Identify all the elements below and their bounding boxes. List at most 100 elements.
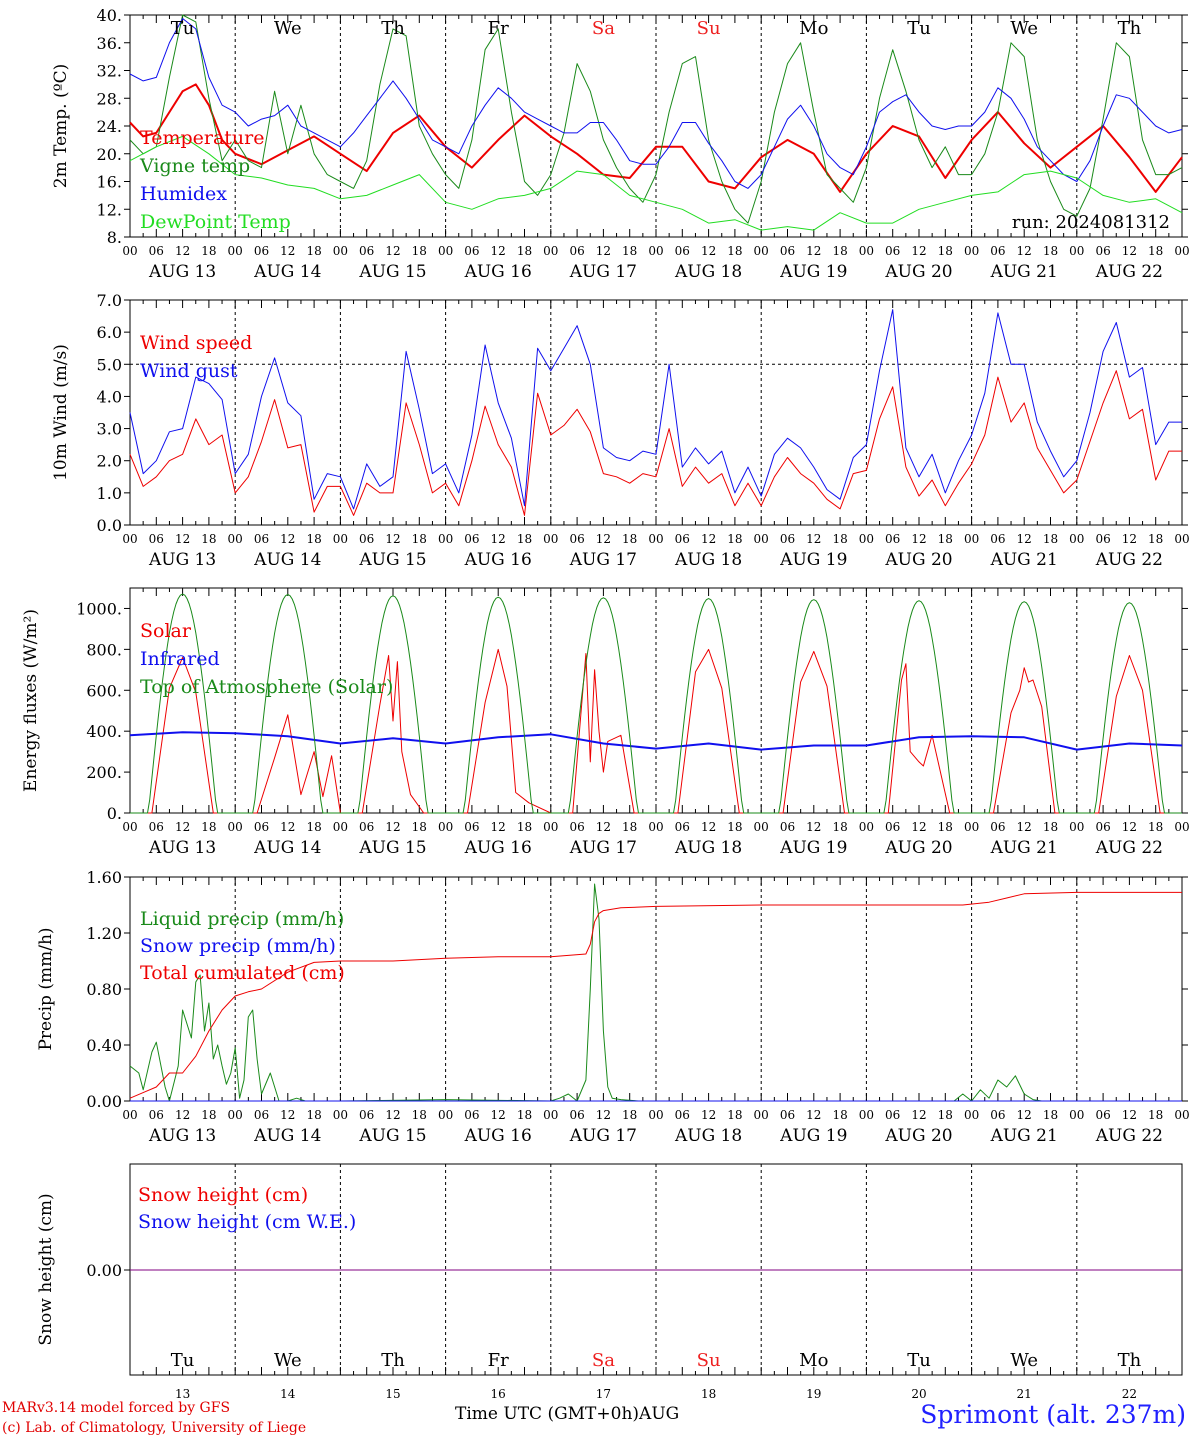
hour-tick-label: 06 <box>675 532 690 546</box>
hour-tick-label: 00 <box>543 1108 558 1122</box>
date-tick-label: AUG 15 <box>358 262 426 282</box>
weekday-label: We <box>1010 1350 1038 1371</box>
hour-tick-label: 12 <box>280 532 295 546</box>
hour-tick-label: 12 <box>1017 244 1032 258</box>
hour-tick-label: 00 <box>438 244 453 258</box>
hour-tick-label: 06 <box>149 820 164 834</box>
hour-tick-label: 00 <box>859 820 874 834</box>
hour-tick-label: 12 <box>385 532 400 546</box>
y-tick-label: 1.0 <box>97 484 122 503</box>
y-tick-label: 8. <box>107 228 122 247</box>
day-number-label: 22 <box>1122 1387 1137 1401</box>
y-tick-label: 1.60 <box>86 868 122 887</box>
y-tick-label: 5.0 <box>97 355 122 374</box>
hour-tick-label: 18 <box>1043 532 1058 546</box>
copyright-credit: (c) Lab. of Climatology, University of L… <box>2 1420 307 1436</box>
y-tick-label: 20. <box>97 145 122 164</box>
panel-1 <box>124 14 1188 238</box>
legend-entry: Snow precip (mm/h) <box>140 935 336 957</box>
y-tick-label: 3.0 <box>97 420 122 439</box>
hour-tick-label: 00 <box>1174 532 1189 546</box>
hour-tick-label: 18 <box>201 820 216 834</box>
weekday-label: We <box>1010 18 1038 39</box>
date-tick-label: AUG 19 <box>779 550 847 570</box>
y-tick-label: 4.0 <box>97 387 122 406</box>
day-number-label: 18 <box>701 1387 716 1401</box>
y-tick-label: 0.00 <box>86 1092 122 1111</box>
hour-tick-label: 06 <box>990 1108 1005 1122</box>
date-tick-label: AUG 20 <box>884 262 952 282</box>
hour-tick-label: 06 <box>675 820 690 834</box>
hour-tick-label: 00 <box>543 244 558 258</box>
x-axis-month: AUG <box>639 1404 680 1424</box>
weekday-label: Tu <box>907 18 931 39</box>
legend-entry: Temperature <box>140 127 264 149</box>
hour-tick-label: 06 <box>464 532 479 546</box>
hour-tick-label: 12 <box>175 820 190 834</box>
hour-tick-label: 12 <box>911 532 926 546</box>
date-tick-label: AUG 20 <box>884 550 952 570</box>
hour-tick-label: 00 <box>754 244 769 258</box>
hour-tick-label: 12 <box>1017 532 1032 546</box>
hour-tick-label: 18 <box>306 532 321 546</box>
hour-tick-label: 18 <box>832 244 847 258</box>
hour-tick-label: 00 <box>648 532 663 546</box>
weekday-label: Sa <box>592 18 615 39</box>
hour-tick-label: 18 <box>201 532 216 546</box>
series-line-wind-speed <box>129 370 1182 516</box>
hour-tick-label: 12 <box>701 820 716 834</box>
date-tick-label: AUG 21 <box>990 838 1058 858</box>
y-axis-label: Energy fluxes (W/m²) <box>21 609 41 792</box>
legend-entry: Total cumulated (cm) <box>140 962 345 984</box>
hour-tick-label: 18 <box>622 1108 637 1122</box>
hour-tick-label: 12 <box>806 244 821 258</box>
hour-tick-label: 00 <box>1069 820 1084 834</box>
hour-tick-label: 18 <box>832 532 847 546</box>
hour-tick-label: 18 <box>1043 1108 1058 1122</box>
y-tick-label: 0.00 <box>86 1261 122 1280</box>
hour-tick-label: 18 <box>1148 820 1163 834</box>
y-tick-label: 6.0 <box>97 323 122 342</box>
date-tick-label: AUG 14 <box>253 262 321 282</box>
date-tick-label: AUG 21 <box>990 262 1058 282</box>
hour-tick-label: 12 <box>280 244 295 258</box>
hour-tick-label: 00 <box>122 532 137 546</box>
hour-tick-label: 06 <box>675 1108 690 1122</box>
hour-tick-label: 06 <box>464 820 479 834</box>
y-tick-label: 0.0 <box>97 516 122 535</box>
weekday-label: Tu <box>907 1350 931 1371</box>
hour-tick-label: 18 <box>938 244 953 258</box>
hour-tick-label: 00 <box>1069 1108 1084 1122</box>
hour-tick-label: 12 <box>806 532 821 546</box>
weekday-label: Th <box>381 1350 405 1371</box>
hour-tick-label: 00 <box>1174 244 1189 258</box>
y-tick-label: 1000. <box>76 599 122 618</box>
series-line-vigne-temp <box>129 14 1183 224</box>
date-tick-label: AUG 19 <box>779 1126 847 1146</box>
hour-tick-label: 12 <box>491 1108 506 1122</box>
day-number-label: 19 <box>806 1387 821 1401</box>
hour-tick-label: 06 <box>885 1108 900 1122</box>
date-tick-label: AUG 15 <box>358 838 426 858</box>
date-tick-label: AUG 18 <box>674 550 742 570</box>
hour-tick-label: 00 <box>228 820 243 834</box>
hour-tick-label: 00 <box>543 532 558 546</box>
hour-tick-label: 12 <box>911 244 926 258</box>
y-tick-label: 600. <box>86 681 122 700</box>
legend-entry: Wind speed <box>140 332 252 354</box>
weekday-label: Su <box>697 1350 721 1371</box>
hour-tick-label: 00 <box>333 532 348 546</box>
series-line-solar <box>130 648 1182 814</box>
day-number-label: 14 <box>280 1387 296 1401</box>
hour-tick-label: 06 <box>254 244 269 258</box>
hour-tick-label: 00 <box>964 244 979 258</box>
hour-tick-label: 12 <box>175 532 190 546</box>
hour-tick-label: 00 <box>122 820 137 834</box>
hour-tick-label: 18 <box>517 1108 532 1122</box>
date-tick-label: AUG 13 <box>148 550 216 570</box>
date-tick-label: AUG 14 <box>253 1126 321 1146</box>
hour-tick-label: 06 <box>780 244 795 258</box>
panel-frame <box>129 299 1183 526</box>
hour-tick-label: 12 <box>1122 532 1137 546</box>
